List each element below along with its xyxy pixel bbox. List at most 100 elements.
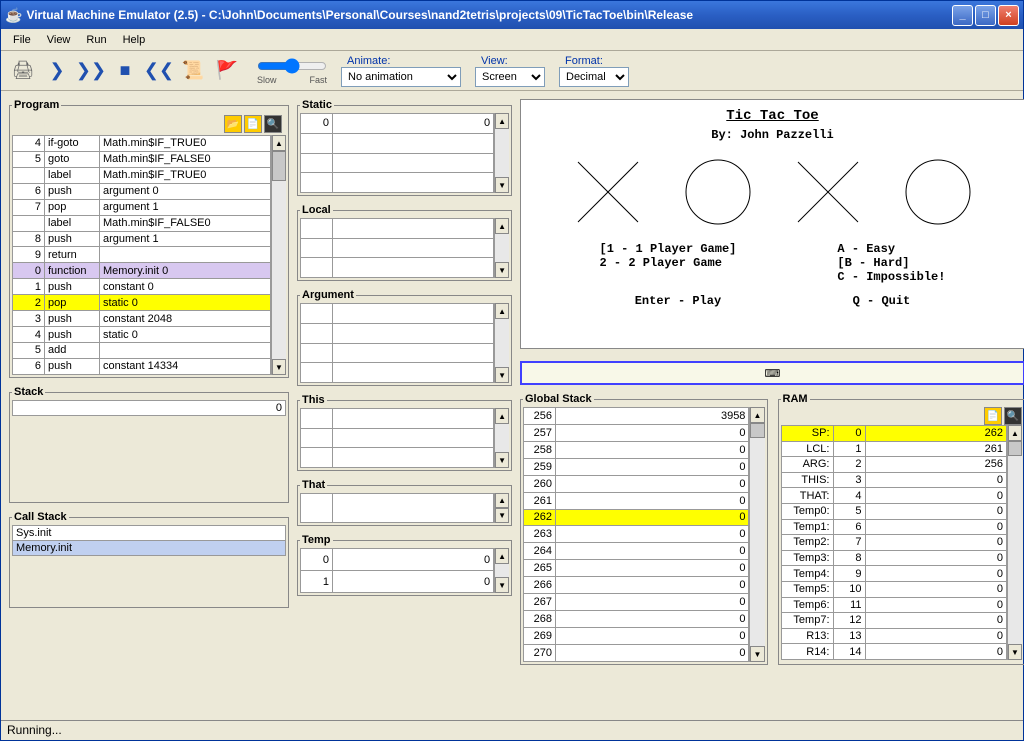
program-row[interactable]: 8pushargument 1 (13, 231, 271, 247)
table-row[interactable] (301, 428, 494, 448)
table-row[interactable] (301, 409, 494, 429)
view-select[interactable]: Screen (475, 67, 545, 87)
this-scrollbar[interactable]: ▲▼ (494, 408, 509, 468)
table-row[interactable]: 2570 (524, 424, 749, 441)
menu-run[interactable]: Run (78, 32, 114, 48)
ram-row[interactable]: Temp0:50 (781, 503, 1006, 519)
open-icon[interactable]: 📂 (224, 115, 242, 133)
breakpoint-button[interactable]: 🚩 (213, 57, 241, 85)
table-row[interactable]: 2680 (524, 611, 749, 628)
rewind-button[interactable]: ❮❮ (145, 57, 173, 85)
ram-row[interactable]: Temp2:70 (781, 535, 1006, 551)
table-row[interactable] (301, 448, 494, 468)
program-row[interactable]: 4if-gotoMath.min$IF_TRUE0 (13, 136, 271, 152)
program-row[interactable]: 6pushconstant 14334 (13, 358, 271, 374)
table-row[interactable] (301, 173, 494, 193)
menu-file[interactable]: File (5, 32, 39, 48)
ram-row[interactable]: Temp4:90 (781, 566, 1006, 582)
table-row[interactable]: 2660 (524, 577, 749, 594)
program-row[interactable]: 4pushstatic 0 (13, 327, 271, 343)
program-row[interactable]: labelMath.min$IF_FALSE0 (13, 215, 271, 231)
table-row[interactable]: 2640 (524, 543, 749, 560)
table-row[interactable] (301, 133, 494, 153)
table-row[interactable]: 2590 (524, 458, 749, 475)
table-row[interactable]: 10 (301, 571, 494, 593)
animate-select[interactable]: No animation (341, 67, 461, 87)
local-scrollbar[interactable]: ▲▼ (494, 218, 509, 278)
program-row[interactable]: 7popargument 1 (13, 199, 271, 215)
table-row[interactable] (301, 304, 494, 324)
menu-view[interactable]: View (39, 32, 79, 48)
ram-find-icon[interactable]: 🔍 (1004, 407, 1022, 425)
program-row[interactable]: 2popstatic 0 (13, 295, 271, 311)
program-row[interactable]: 6pushargument 0 (13, 183, 271, 199)
table-row[interactable] (301, 494, 494, 523)
minimize-button[interactable]: _ (952, 5, 973, 26)
callstack-row[interactable]: Memory.init (13, 541, 286, 556)
ram-row[interactable]: LCL:1261 (781, 441, 1006, 457)
temp-scrollbar[interactable]: ▲▼ (494, 548, 509, 593)
table-row[interactable]: 2610 (524, 492, 749, 509)
table-row[interactable]: 00 (301, 114, 494, 134)
ram-row[interactable]: THAT:40 (781, 488, 1006, 504)
ram-new-icon[interactable]: 📄 (984, 407, 1002, 425)
program-label: Program (14, 99, 59, 111)
ram-row[interactable]: Temp1:60 (781, 519, 1006, 535)
stop-button[interactable]: ■ (111, 57, 139, 85)
table-row[interactable] (301, 219, 494, 239)
table-row[interactable] (301, 153, 494, 173)
table-row[interactable] (301, 258, 494, 278)
static-scrollbar[interactable]: ▲▼ (494, 113, 509, 193)
program-row[interactable]: labelMath.min$IF_TRUE0 (13, 167, 271, 183)
globalstack-scrollbar[interactable]: ▲▼ (749, 407, 764, 662)
program-row[interactable]: 5add (13, 342, 271, 358)
menu-help[interactable]: Help (115, 32, 154, 48)
table-row[interactable] (301, 363, 494, 383)
program-row[interactable]: 5gotoMath.min$IF_FALSE0 (13, 151, 271, 167)
ram-row[interactable]: Temp5:100 (781, 581, 1006, 597)
ram-row[interactable]: Temp3:80 (781, 550, 1006, 566)
ram-row[interactable]: Temp6:110 (781, 597, 1006, 613)
table-row[interactable]: 2650 (524, 560, 749, 577)
table-row[interactable]: 2580 (524, 441, 749, 458)
program-row[interactable]: 9return (13, 247, 271, 263)
table-row[interactable]: 00 (301, 549, 494, 571)
format-select[interactable]: Decimal (559, 67, 629, 87)
ram-row[interactable]: ARG:2256 (781, 457, 1006, 473)
static-table: 00 (300, 113, 494, 193)
program-row[interactable]: 3pushconstant 2048 (13, 311, 271, 327)
find-icon[interactable]: 🔍 (264, 115, 282, 133)
ram-row[interactable]: SP:0262 (781, 426, 1006, 442)
table-row[interactable] (301, 238, 494, 258)
ram-row[interactable]: THIS:30 (781, 472, 1006, 488)
table-row[interactable] (301, 343, 494, 363)
keyboard-input[interactable]: ⌨ (520, 361, 1024, 385)
speed-slider[interactable] (257, 57, 327, 75)
maximize-button[interactable]: □ (975, 5, 996, 26)
argument-scrollbar[interactable]: ▲▼ (494, 303, 509, 383)
program-row[interactable]: 0functionMemory.init 0 (13, 263, 271, 279)
table-row[interactable]: 2620 (524, 509, 749, 526)
print-button[interactable]: 🖨 (9, 57, 37, 85)
table-row[interactable] (301, 323, 494, 343)
table-row[interactable]: 2700 (524, 644, 749, 661)
table-row[interactable]: 2563958 (524, 408, 749, 425)
ram-row[interactable]: R14:140 (781, 644, 1006, 660)
callstack-row[interactable]: Sys.init (13, 526, 286, 541)
program-row[interactable]: 1pushconstant 0 (13, 279, 271, 295)
table-row[interactable]: 2630 (524, 526, 749, 543)
table-row[interactable]: 2690 (524, 627, 749, 644)
step-button[interactable]: ❯ (43, 57, 71, 85)
program-scrollbar[interactable]: ▲▼ (271, 135, 286, 375)
that-scrollbar[interactable]: ▲▼ (494, 493, 509, 523)
ram-row[interactable]: R13:130 (781, 628, 1006, 644)
script-button[interactable]: 📜 (179, 57, 207, 85)
fast-forward-button[interactable]: ❯❯ (77, 57, 105, 85)
new-icon[interactable]: 📄 (244, 115, 262, 133)
table-row[interactable]: 2670 (524, 594, 749, 611)
table-row[interactable]: 0 (13, 401, 286, 416)
table-row[interactable]: 2600 (524, 475, 749, 492)
ram-scrollbar[interactable]: ▲▼ (1007, 425, 1022, 660)
ram-row[interactable]: Temp7:120 (781, 613, 1006, 629)
close-button[interactable]: × (998, 5, 1019, 26)
